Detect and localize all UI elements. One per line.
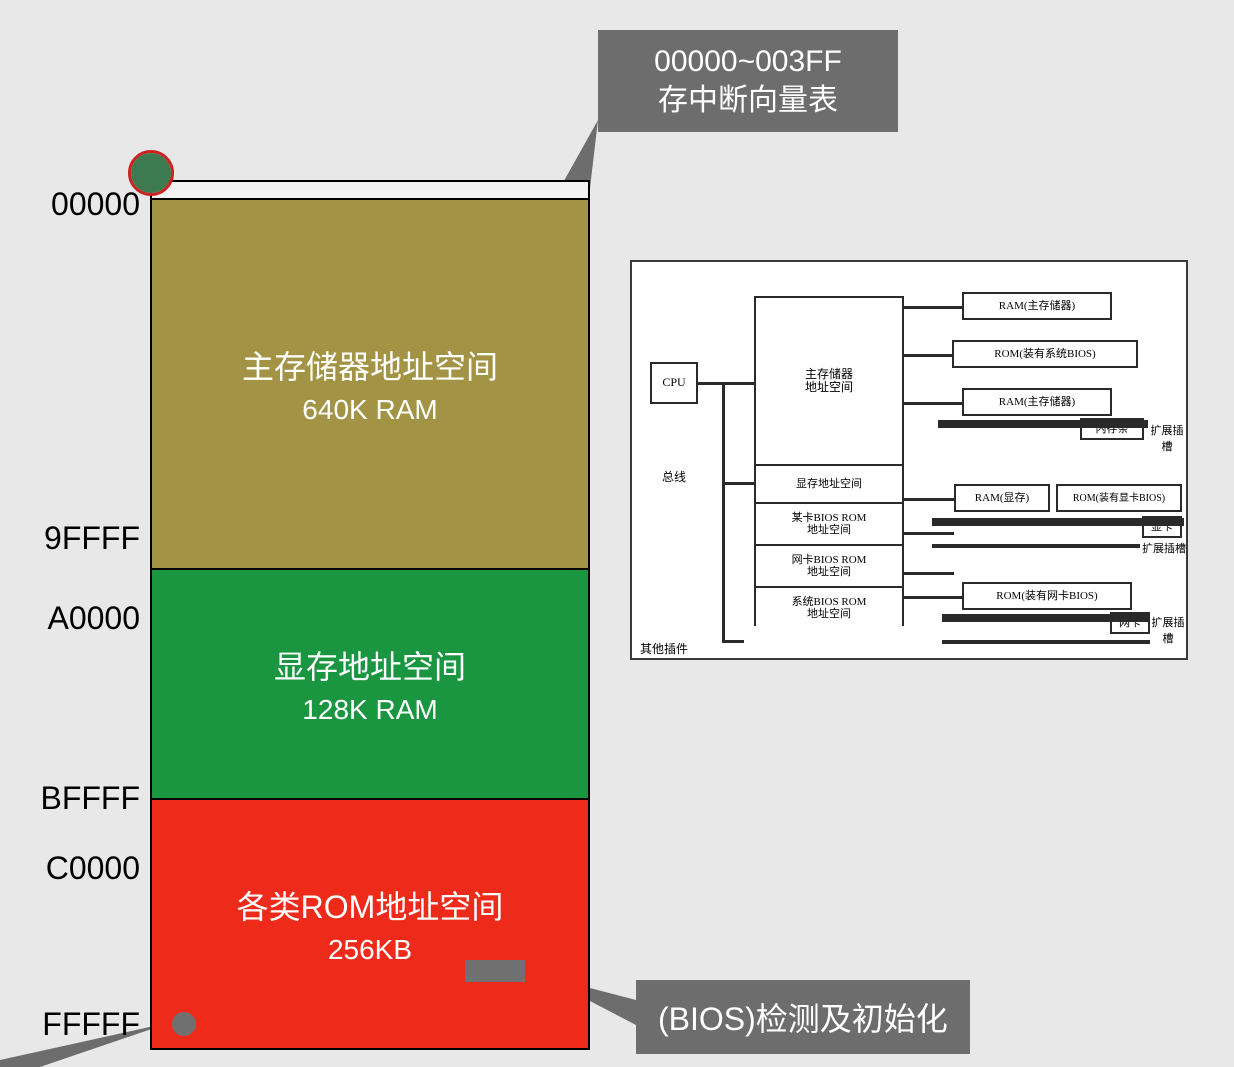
mini-line bbox=[904, 498, 954, 501]
mini-annot-slot3: 扩展插槽 bbox=[1150, 614, 1186, 646]
mini-right-sysbios: ROM(装有系统BIOS) bbox=[952, 340, 1138, 368]
callout-interrupt-vector: 00000~003FF 存中断向量表 bbox=[598, 30, 898, 132]
addr-bffff: BFFFF bbox=[20, 780, 140, 817]
mini-line bbox=[722, 482, 754, 485]
mem-rom-title: 各类ROM地址空间 bbox=[237, 882, 504, 928]
callout-top-line1: 00000~003FF bbox=[618, 42, 878, 81]
mini-line bbox=[698, 382, 754, 385]
mini-annot-slot2: 扩展插槽 bbox=[1142, 540, 1186, 556]
addr-00000: 00000 bbox=[20, 186, 140, 223]
addr-9ffff: 9FFFF bbox=[20, 520, 140, 557]
mini-line bbox=[938, 420, 1148, 428]
callout-anchor-bar bbox=[465, 960, 525, 982]
addr-a0000: A0000 bbox=[20, 600, 140, 637]
mini-right-ram1: RAM(主存储器) bbox=[962, 292, 1112, 320]
mini-row-video: 显存地址空间 bbox=[756, 466, 902, 504]
mini-other-label: 其他插件 bbox=[640, 640, 688, 657]
mini-row-sysbios: 系统BIOS ROM 地址空间 bbox=[756, 588, 902, 628]
mini-line bbox=[904, 354, 952, 357]
mini-line bbox=[942, 640, 1150, 644]
callout-bios-init: (BIOS)检测及初始化 bbox=[636, 980, 970, 1054]
mini-line bbox=[942, 614, 1150, 622]
mem-block-rom: 各类ROM地址空间 256KB bbox=[152, 800, 588, 1048]
mini-right-ram2: RAM(主存储器) bbox=[962, 388, 1112, 416]
mini-line bbox=[932, 518, 1184, 526]
mini-line bbox=[722, 640, 744, 643]
mini-right-netbios: ROM(装有网卡BIOS) bbox=[962, 582, 1132, 610]
mini-line bbox=[904, 532, 954, 535]
connector-top bbox=[560, 120, 598, 188]
mini-line bbox=[904, 572, 954, 575]
memory-map: 主存储器地址空间 640K RAM 显存地址空间 128K RAM 各类ROM地… bbox=[150, 180, 590, 1050]
mem-block-ram: 主存储器地址空间 640K RAM bbox=[152, 200, 588, 570]
callout-bottom-text: (BIOS)检测及初始化 bbox=[658, 1001, 948, 1037]
mem-ram-title: 主存储器地址空间 bbox=[242, 342, 498, 388]
mem-block-video: 显存地址空间 128K RAM bbox=[152, 570, 588, 800]
mini-right-videoram: RAM(显存) bbox=[954, 484, 1050, 512]
mini-line bbox=[904, 402, 962, 405]
mini-row-cardbios: 某卡BIOS ROM 地址空间 bbox=[756, 504, 902, 546]
addr-fffff: FFFFF bbox=[20, 1006, 140, 1043]
mini-mainbox: 主存储器 地址空间 显存地址空间 某卡BIOS ROM 地址空间 网卡BIOS … bbox=[754, 296, 904, 626]
mem-ram-sub: 640K RAM bbox=[302, 394, 437, 426]
laser-pointer-icon bbox=[128, 150, 174, 196]
mem-video-title: 显存地址空间 bbox=[274, 642, 466, 688]
mini-right-videobios: ROM(装有显卡BIOS) bbox=[1056, 484, 1182, 512]
mini-annot-slot1: 扩展插槽 bbox=[1148, 422, 1186, 454]
mini-row-main: 主存储器 地址空间 bbox=[756, 298, 902, 466]
interrupt-vector-strip bbox=[152, 182, 588, 200]
mini-cpu: CPU bbox=[650, 362, 698, 404]
mini-line bbox=[932, 544, 1140, 548]
mini-line bbox=[904, 596, 962, 599]
callout-top-line2: 存中断向量表 bbox=[618, 81, 878, 120]
mem-video-sub: 128K RAM bbox=[302, 694, 437, 726]
addr-c0000: C0000 bbox=[20, 850, 140, 887]
mem-rom-sub: 256KB bbox=[328, 934, 412, 966]
mini-line bbox=[904, 306, 962, 309]
architecture-mini-diagram: CPU 总线 其他插件 主存储器 地址空间 显存地址空间 某卡BIOS ROM … bbox=[630, 260, 1188, 660]
mini-row-netbios: 网卡BIOS ROM 地址空间 bbox=[756, 546, 902, 588]
laser-pointer-inner bbox=[131, 153, 171, 193]
mini-bus-label: 总线 bbox=[660, 468, 688, 485]
callout-anchor-dot bbox=[172, 1012, 196, 1036]
mini-line bbox=[722, 382, 725, 640]
